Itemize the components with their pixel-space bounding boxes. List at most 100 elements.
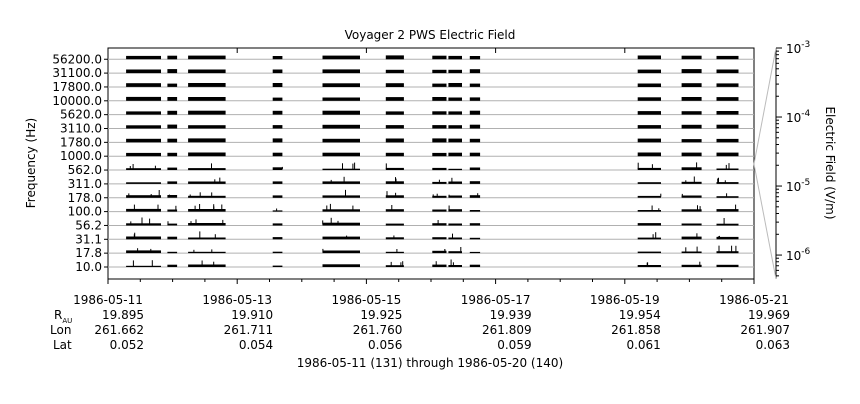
y-axis-label: Frequency (Hz) — [24, 118, 38, 209]
data-band — [448, 168, 462, 171]
colorbar-ticks: 10-3 10-4 10-5 10-6 — [776, 40, 811, 277]
data-band — [637, 210, 661, 212]
data-band — [322, 168, 360, 171]
data-band — [188, 195, 226, 198]
data-band — [126, 96, 161, 101]
data-band — [272, 125, 283, 129]
chart-title: Voyager 2 PWS Electric Field — [345, 28, 516, 42]
y-tick-label: 10000.0 — [52, 94, 102, 108]
data-band — [681, 124, 702, 129]
data-band — [272, 138, 283, 143]
data-band — [716, 83, 739, 87]
y-tick-label: 56200.0 — [52, 52, 102, 66]
data-band — [432, 264, 447, 267]
channel-trace — [126, 259, 739, 267]
data-band — [272, 56, 283, 60]
ephemeris-lon-value: 261.907 — [740, 323, 790, 337]
data-band — [448, 138, 462, 143]
data-band — [272, 265, 283, 267]
data-band — [188, 97, 226, 101]
data-band — [432, 195, 447, 198]
colorbar-label: Electric Field (V/m) — [823, 106, 837, 219]
data-band — [385, 223, 404, 226]
data-band — [637, 111, 661, 115]
channel-trace — [126, 55, 739, 60]
data-band — [448, 209, 462, 212]
data-band — [448, 125, 462, 129]
data-band — [716, 138, 739, 143]
data-band — [681, 181, 702, 184]
data-band — [272, 237, 283, 240]
data-band — [167, 223, 178, 226]
y-tick-label: 562.0 — [68, 163, 102, 177]
data-band — [322, 236, 360, 240]
date-range-footer: 1986-05-11 (131) through 1986-05-20 (140… — [297, 356, 563, 370]
data-band — [385, 69, 404, 74]
data-band — [385, 111, 404, 115]
data-band — [469, 264, 481, 267]
data-band — [637, 97, 661, 101]
data-band — [272, 110, 283, 115]
data-band — [469, 195, 481, 198]
data-band — [126, 69, 161, 74]
data-band — [167, 264, 178, 267]
data-band — [681, 69, 702, 74]
data-band — [637, 265, 661, 267]
ephemeris-rau-value: 19.939 — [490, 308, 532, 322]
data-band — [432, 223, 447, 226]
colorbar-tick-label: 10-4 — [786, 109, 811, 125]
data-band — [448, 195, 462, 198]
y-axis-ticks: 10.017.831.156.2100.0178.0311.0562.01000… — [52, 52, 108, 274]
data-band — [637, 138, 661, 143]
ephemeris-rau-value: 19.969 — [748, 308, 790, 322]
data-band — [322, 222, 360, 226]
data-band — [322, 83, 360, 87]
data-band — [272, 152, 283, 157]
data-band — [432, 138, 447, 143]
data-band — [637, 152, 661, 157]
data-band — [681, 152, 702, 157]
data-band — [432, 83, 447, 87]
channel-trace — [126, 110, 739, 115]
data-band — [126, 223, 161, 226]
data-band — [188, 83, 226, 87]
data-band — [716, 182, 739, 184]
data-band — [469, 251, 481, 254]
data-band — [272, 210, 283, 212]
x-tick-label: 1986-05-13 — [202, 293, 272, 307]
data-band — [272, 69, 283, 74]
data-band — [432, 55, 447, 60]
data-band — [126, 168, 161, 170]
data-band — [272, 167, 283, 170]
data-band — [126, 125, 161, 129]
ephemeris-labels: RAU Lon Lat — [50, 308, 72, 352]
data-band — [167, 124, 178, 129]
ephemeris-lon-value: 261.809 — [482, 323, 532, 337]
data-band — [681, 251, 702, 254]
data-band — [126, 208, 161, 212]
data-band — [681, 209, 702, 212]
data-band — [167, 209, 178, 212]
data-band — [448, 181, 462, 184]
data-band — [322, 209, 360, 212]
data-band — [432, 111, 447, 115]
data-band — [469, 56, 481, 60]
rau-label: RAU — [54, 308, 72, 325]
data-band — [448, 97, 462, 101]
channel-trace — [126, 138, 739, 143]
data-band — [272, 97, 283, 101]
data-band — [432, 69, 447, 74]
data-band — [637, 167, 661, 170]
x-tick-label: 1986-05-15 — [332, 293, 402, 307]
data-band — [188, 125, 226, 129]
ephemeris-rau-value: 19.954 — [619, 308, 661, 322]
data-band — [432, 167, 447, 171]
data-band — [188, 181, 226, 184]
data-band — [716, 251, 739, 254]
data-band — [681, 195, 702, 198]
data-band — [188, 138, 226, 143]
data-band — [681, 167, 702, 171]
data-band — [188, 264, 226, 267]
data-band — [716, 152, 739, 157]
channel-trace — [126, 231, 739, 240]
